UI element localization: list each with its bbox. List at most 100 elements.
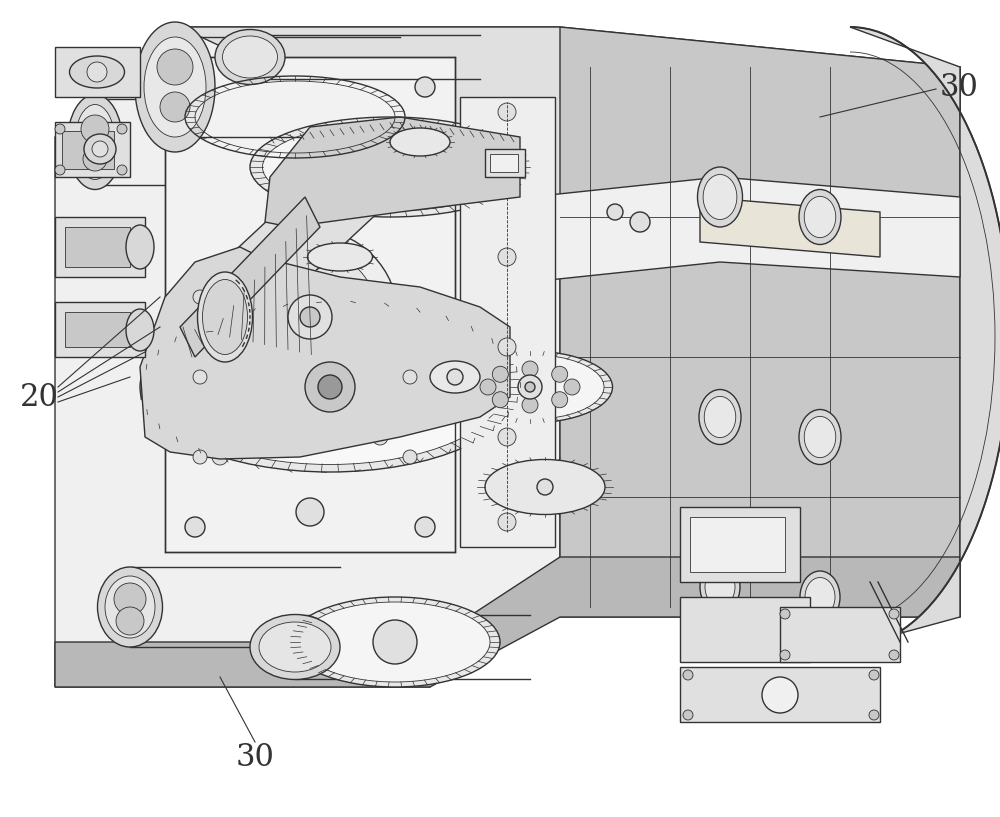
Ellipse shape [390, 128, 450, 156]
Text: 20: 20 [20, 382, 59, 413]
Polygon shape [140, 247, 510, 459]
Ellipse shape [290, 597, 500, 687]
Bar [485, 149, 525, 177]
Ellipse shape [800, 571, 840, 623]
Ellipse shape [70, 56, 124, 88]
Circle shape [552, 391, 568, 408]
Bar [490, 154, 518, 172]
Circle shape [564, 379, 580, 395]
Ellipse shape [250, 351, 410, 423]
Circle shape [498, 428, 516, 446]
Circle shape [780, 609, 790, 619]
Ellipse shape [222, 36, 278, 78]
Circle shape [552, 366, 568, 382]
Polygon shape [180, 197, 320, 357]
Bar [680, 667, 880, 722]
Circle shape [522, 397, 538, 413]
Ellipse shape [75, 105, 115, 180]
Ellipse shape [144, 37, 206, 137]
Polygon shape [180, 162, 350, 332]
Bar [55, 217, 145, 277]
Circle shape [318, 375, 342, 399]
Ellipse shape [698, 167, 742, 227]
Polygon shape [460, 97, 555, 547]
Ellipse shape [198, 272, 252, 362]
Circle shape [114, 583, 146, 615]
Circle shape [415, 517, 435, 537]
Ellipse shape [700, 561, 740, 613]
Circle shape [492, 391, 508, 408]
Circle shape [185, 77, 205, 97]
Ellipse shape [799, 190, 841, 244]
Ellipse shape [804, 417, 836, 458]
Circle shape [185, 517, 205, 537]
Circle shape [87, 62, 107, 82]
Polygon shape [180, 27, 960, 247]
Ellipse shape [308, 243, 372, 271]
Polygon shape [55, 27, 560, 687]
Polygon shape [230, 162, 400, 332]
Circle shape [373, 620, 417, 664]
Circle shape [222, 229, 398, 405]
Circle shape [55, 165, 65, 175]
Circle shape [889, 650, 899, 660]
Circle shape [193, 370, 207, 384]
Ellipse shape [485, 459, 605, 515]
Ellipse shape [704, 396, 736, 438]
Bar [65, 227, 130, 267]
Circle shape [117, 124, 127, 134]
Ellipse shape [135, 22, 215, 152]
Polygon shape [265, 117, 520, 227]
Circle shape [498, 338, 516, 356]
Circle shape [157, 49, 193, 85]
Circle shape [780, 650, 790, 660]
Circle shape [160, 92, 190, 122]
Circle shape [607, 204, 623, 220]
Ellipse shape [215, 29, 285, 84]
Circle shape [762, 677, 798, 713]
Ellipse shape [430, 361, 480, 393]
Circle shape [525, 382, 535, 392]
Circle shape [212, 449, 228, 465]
Ellipse shape [68, 95, 122, 190]
Circle shape [92, 141, 108, 157]
Circle shape [403, 450, 417, 464]
Ellipse shape [456, 355, 604, 419]
Bar [55, 47, 140, 97]
Circle shape [300, 307, 320, 327]
Circle shape [288, 295, 332, 339]
Circle shape [630, 212, 650, 232]
Bar [62, 131, 114, 169]
Bar [680, 597, 810, 662]
Ellipse shape [155, 310, 505, 465]
Circle shape [869, 710, 879, 720]
Circle shape [193, 290, 207, 304]
Circle shape [498, 513, 516, 531]
Circle shape [537, 479, 553, 495]
Ellipse shape [126, 225, 154, 269]
Circle shape [372, 369, 388, 385]
Ellipse shape [105, 576, 155, 638]
Ellipse shape [250, 614, 340, 680]
Text: 30: 30 [940, 72, 979, 102]
Circle shape [242, 249, 378, 385]
Ellipse shape [699, 390, 741, 444]
Bar [690, 517, 785, 572]
Circle shape [889, 609, 899, 619]
Ellipse shape [300, 602, 490, 682]
Circle shape [498, 158, 516, 176]
Circle shape [212, 389, 228, 405]
Circle shape [492, 366, 508, 382]
Circle shape [518, 375, 542, 399]
Ellipse shape [799, 409, 841, 465]
Circle shape [447, 369, 463, 385]
Circle shape [117, 165, 127, 175]
Polygon shape [530, 177, 960, 282]
Circle shape [869, 670, 879, 680]
Ellipse shape [126, 309, 154, 351]
Ellipse shape [259, 622, 331, 672]
Ellipse shape [250, 117, 530, 217]
Ellipse shape [805, 578, 835, 617]
Circle shape [498, 248, 516, 266]
Ellipse shape [448, 351, 612, 423]
